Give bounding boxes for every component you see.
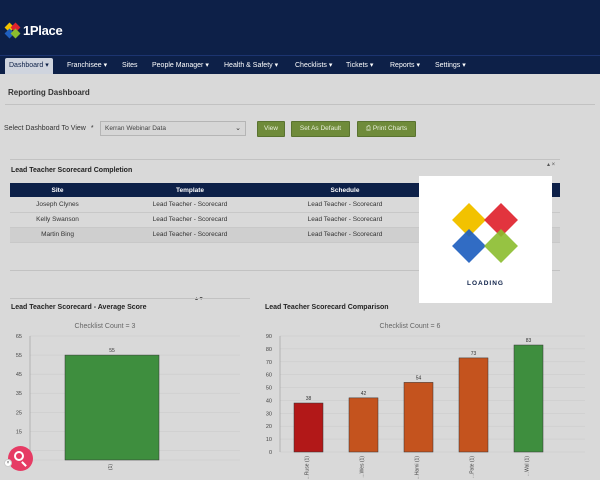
top-header: 1Place [0, 0, 600, 55]
y-tick-label: 0 [269, 450, 272, 456]
magnifier-handle [21, 461, 27, 467]
cell-schedule: Lead Teacher - Scorecard [275, 197, 415, 213]
cell-site: Kelly Swanson [10, 212, 105, 228]
x-tick-label: ...Hami (1) [415, 456, 421, 480]
search-help-button[interactable] [8, 446, 33, 471]
divider [10, 159, 560, 160]
logo-text: 1Place [23, 23, 63, 38]
nav-sites[interactable]: Sites [122, 62, 138, 69]
nav-franchisee[interactable]: Franchisee ▾ [67, 62, 108, 69]
logo-diamond-icon [4, 22, 21, 38]
cell-template: Lead Teacher - Scorecard [105, 227, 275, 243]
chevron-down-icon: ⌄ [235, 125, 241, 132]
cell-schedule: Lead Teacher - Scorecard [275, 227, 415, 243]
cell-template: Lead Teacher - Scorecard [105, 212, 275, 228]
cell-schedule: Lead Teacher - Scorecard [275, 212, 415, 228]
nav-tickets[interactable]: Tickets ▾ [346, 62, 374, 69]
page-title: Reporting Dashboard [8, 88, 90, 97]
bar [403, 382, 434, 453]
column-header-site[interactable]: Site [10, 183, 105, 197]
y-tick-label: 90 [266, 334, 272, 340]
cell-template: Lead Teacher - Scorecard [105, 197, 275, 213]
y-tick-label: 45 [16, 372, 22, 378]
bar-value-label: 54 [416, 375, 422, 381]
nav-dashboard[interactable]: Dashboard ▾ [5, 58, 53, 74]
bar-value-label: 42 [361, 391, 367, 397]
nav-settings[interactable]: Settings ▾ [435, 62, 466, 69]
loading-text: LOADING [467, 280, 504, 287]
y-tick-label: 15 [16, 429, 22, 435]
bar [348, 397, 379, 453]
y-tick-label: 80 [266, 347, 272, 353]
app-logo[interactable]: 1Place [4, 22, 63, 38]
chart2-title: Lead Teacher Scorecard Comparison [265, 304, 389, 311]
cell-site: Martin Bing [10, 227, 105, 243]
y-tick-label: 20 [266, 424, 272, 430]
table-card-title: Lead Teacher Scorecard Completion [11, 167, 133, 174]
loading-overlay: LOADING [419, 176, 552, 303]
x-tick-label: ...Wal (1) [525, 456, 531, 476]
x-tick-label: ...Ruse (1) [305, 456, 311, 480]
cell-site: Joseph Clynes [10, 197, 105, 213]
x-tick-label: (1) [108, 464, 114, 470]
x-tick-label: ...Wes (1) [360, 456, 366, 478]
comparison-chart: Checklist Count = 6 0 10 20 30 40 50 60 70 80 90 38… [266, 323, 585, 480]
magnifier-icon [14, 451, 24, 461]
divider [10, 270, 560, 271]
dashboard-select-label: Select Dashboard To View * [4, 125, 94, 132]
y-tick-label: 35 [16, 391, 22, 397]
y-tick-label: 10 [266, 437, 272, 443]
y-tick-label: 60 [266, 373, 272, 379]
bar-value-label: 73 [471, 351, 477, 357]
bar-value-label: 55 [109, 348, 115, 354]
bar [64, 354, 160, 461]
bar [293, 402, 324, 453]
bar-value-label: 83 [526, 338, 532, 344]
average-score-chart: Checklist Count = 30515253545556555(1) [16, 323, 240, 470]
x-tick-label: ...Pate (1) [470, 456, 476, 478]
dashboard-select[interactable]: Kerran Webinar Data ⌄ [100, 121, 246, 136]
table-card-controls[interactable]: ▴ × [547, 162, 556, 168]
bar [458, 357, 489, 453]
chart-resize-control[interactable]: ▴ ▾ [195, 296, 203, 302]
y-tick-label: 65 [16, 334, 22, 340]
nav-checklists[interactable]: Checklists ▾ [295, 62, 333, 69]
required-mark: * [90, 125, 94, 132]
view-button[interactable]: View [257, 121, 285, 137]
y-tick-label: 30 [266, 411, 272, 417]
main-navigation: Dashboard ▾ Franchisee ▾ Sites People Ma… [0, 55, 600, 74]
divider [5, 104, 595, 105]
chart-subtitle: Checklist Count = 6 [380, 323, 441, 330]
close-help-icon[interactable]: × [4, 459, 12, 467]
dashboard-select-value: Kerran Webinar Data [105, 125, 166, 132]
divider [10, 298, 250, 299]
chart1-title: Lead Teacher Scorecard - Average Score [11, 304, 147, 311]
y-tick-label: 55 [16, 353, 22, 359]
bar-value-label: 38 [306, 396, 312, 402]
y-tick-label: 40 [266, 398, 272, 404]
column-header-schedule[interactable]: Schedule [275, 183, 415, 197]
nav-people-manager[interactable]: People Manager ▾ [152, 62, 209, 69]
print-charts-button[interactable]: ⎙ Print Charts [357, 121, 416, 137]
loading-green-diamond [484, 229, 518, 263]
column-header-template[interactable]: Template [105, 183, 275, 197]
nav-reports[interactable]: Reports ▾ [390, 62, 420, 69]
bar [513, 344, 544, 453]
loading-blue-diamond [452, 229, 486, 263]
dashboard-select-label-text: Select Dashboard To View [4, 125, 86, 132]
chart-subtitle: Checklist Count = 3 [75, 323, 136, 330]
y-tick-label: 50 [266, 386, 272, 392]
y-tick-label: 70 [266, 360, 272, 366]
y-tick-label: 25 [16, 410, 22, 416]
nav-health-safety[interactable]: Health & Safety ▾ [224, 62, 279, 69]
set-default-button[interactable]: Set As Default [291, 121, 350, 137]
